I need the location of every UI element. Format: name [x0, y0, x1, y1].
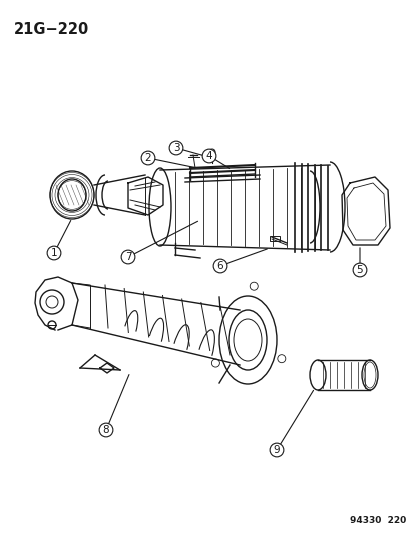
Bar: [269, 236, 279, 241]
Text: 3: 3: [172, 143, 179, 153]
Text: 1: 1: [50, 248, 57, 258]
Text: 4: 4: [205, 151, 212, 161]
Text: 94330  220: 94330 220: [349, 516, 405, 525]
Text: 9: 9: [273, 445, 280, 455]
Text: 6: 6: [216, 261, 223, 271]
Text: 5: 5: [356, 265, 363, 275]
Text: 7: 7: [124, 252, 131, 262]
Text: 2: 2: [144, 153, 151, 163]
Text: 21G−220: 21G−220: [14, 22, 89, 37]
Text: 8: 8: [102, 425, 109, 435]
